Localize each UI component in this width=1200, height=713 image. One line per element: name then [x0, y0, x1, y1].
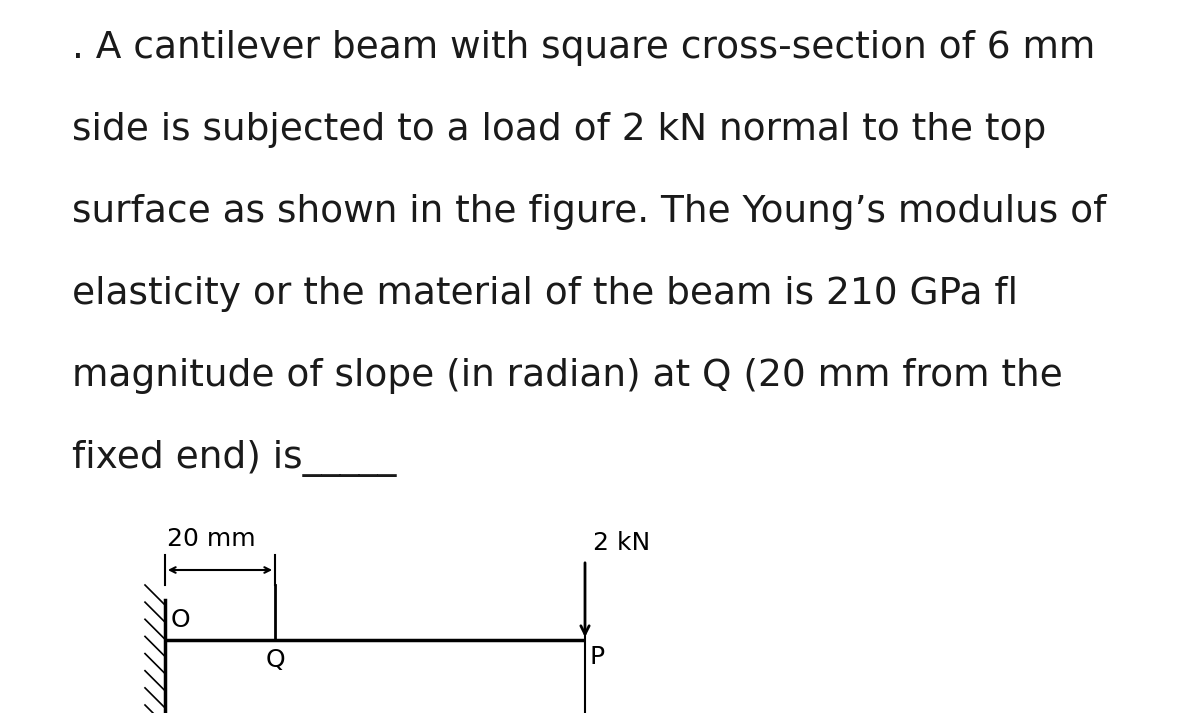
Text: side is subjected to a load of 2 kN normal to the top: side is subjected to a load of 2 kN norm…	[72, 112, 1046, 148]
Text: P: P	[590, 645, 605, 669]
Text: surface as shown in the figure. The Young’s modulus of: surface as shown in the figure. The Youn…	[72, 194, 1106, 230]
Text: 2 kN: 2 kN	[593, 531, 650, 555]
Text: elasticity or the material of the beam is 210 GPa fl: elasticity or the material of the beam i…	[72, 276, 1018, 312]
Text: . A cantilever beam with square cross-section of 6 mm: . A cantilever beam with square cross-se…	[72, 30, 1096, 66]
Text: fixed end) is_____: fixed end) is_____	[72, 440, 396, 477]
Text: magnitude of slope (in radian) at Q (20 mm from the: magnitude of slope (in radian) at Q (20 …	[72, 358, 1063, 394]
Text: 20 mm: 20 mm	[167, 527, 256, 551]
Text: O: O	[172, 608, 191, 632]
Text: Q: Q	[265, 648, 284, 672]
